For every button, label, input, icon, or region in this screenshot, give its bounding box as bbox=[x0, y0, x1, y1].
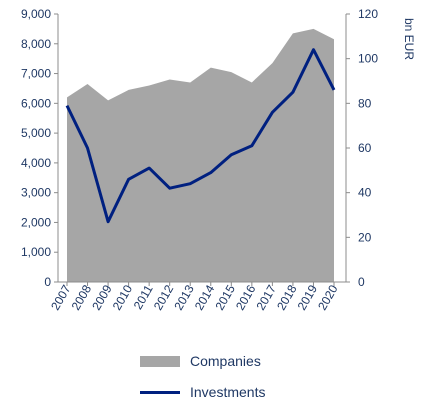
x-tick-label: 2016 bbox=[233, 282, 259, 312]
left-tick-label: 9,000 bbox=[21, 7, 51, 21]
left-axis-ticks: 0 1,000 2,000 3,000 4,000 5,000 6,000 7,000 8,00… bbox=[21, 7, 58, 289]
left-tick-label: 4,000 bbox=[21, 156, 51, 170]
right-axis-label: bn EUR bbox=[402, 18, 416, 60]
left-tick-label: 5,000 bbox=[21, 126, 51, 140]
legend-label-companies: Companies bbox=[190, 353, 261, 369]
left-tick-label: 3,000 bbox=[21, 186, 51, 200]
chart: 0 1,000 2,000 3,000 4,000 5,000 6,000 7,000 8,00… bbox=[21, 7, 416, 313]
right-tick-label: 120 bbox=[358, 7, 378, 21]
x-tick-label: 2013 bbox=[171, 282, 197, 312]
x-axis-ticks: 2007200820092010201120122013201420152016… bbox=[48, 282, 341, 313]
right-tick-label: 20 bbox=[358, 230, 372, 244]
x-tick-label: 2014 bbox=[192, 282, 218, 312]
x-tick-label: 2012 bbox=[151, 282, 177, 312]
companies-area bbox=[67, 28, 334, 283]
right-tick-label: 100 bbox=[358, 52, 378, 66]
legend-swatch-investments bbox=[140, 390, 180, 394]
legend-companies: Companies bbox=[140, 350, 340, 372]
x-tick-label: 2019 bbox=[295, 282, 321, 312]
left-tick-label: 7,000 bbox=[21, 67, 51, 81]
legend-investments: Investments bbox=[140, 381, 340, 403]
left-tick-label: 6,000 bbox=[21, 96, 51, 110]
investments-line bbox=[65, 48, 336, 224]
legend-swatch-companies bbox=[140, 355, 180, 367]
left-tick-label: 1,000 bbox=[21, 245, 51, 259]
x-tick-label: 2010 bbox=[110, 282, 136, 312]
right-tick-label: 0 bbox=[358, 275, 365, 289]
x-tick-label: 2015 bbox=[212, 282, 238, 312]
legend-label-investments: Investments bbox=[190, 384, 266, 400]
right-axis-ticks: 0 20 40 60 80 100 120 bbox=[346, 7, 378, 289]
plot-area bbox=[57, 14, 347, 283]
x-tick-label: 2018 bbox=[274, 282, 300, 312]
right-tick-label: 60 bbox=[358, 141, 372, 155]
right-tick-label: 80 bbox=[358, 96, 372, 110]
left-tick-label: 2,000 bbox=[21, 215, 51, 229]
x-tick-label: 2020 bbox=[315, 282, 341, 312]
right-tick-label: 40 bbox=[358, 186, 372, 200]
x-tick-label: 2008 bbox=[69, 282, 95, 312]
x-tick-label: 2007 bbox=[48, 282, 74, 312]
left-tick-label: 0 bbox=[44, 275, 51, 289]
x-tick-label: 2009 bbox=[89, 282, 115, 312]
x-tick-label: 2017 bbox=[254, 282, 280, 312]
left-tick-label: 8,000 bbox=[21, 37, 51, 51]
